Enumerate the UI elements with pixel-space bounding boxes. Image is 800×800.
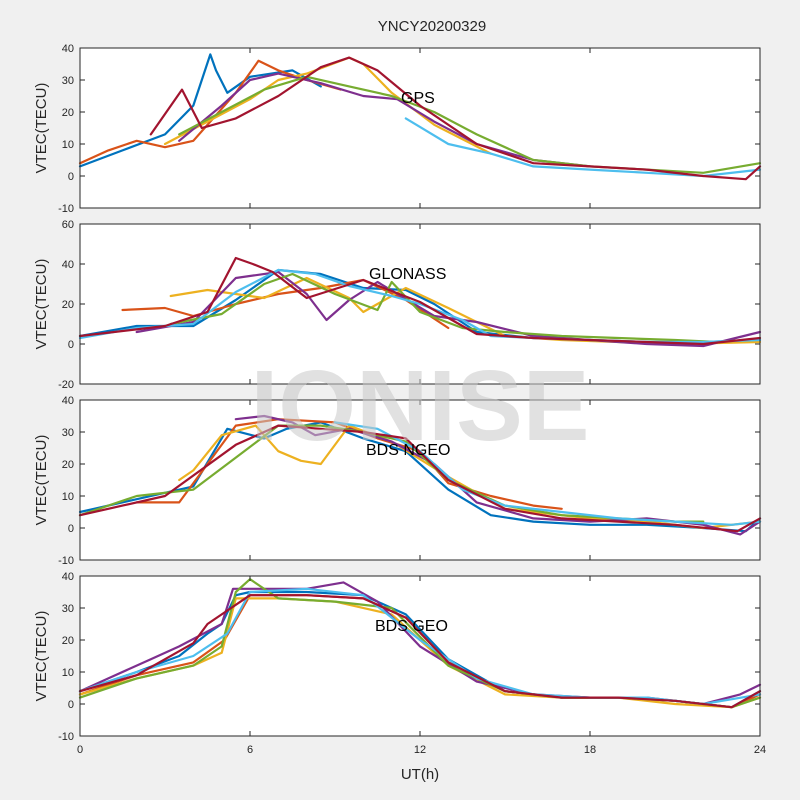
subplot-1: -10 0 10 20 30 40 VTEC(TECU) GPS	[33, 43, 762, 215]
y-axis-label: VTEC(TECU)	[33, 259, 50, 350]
panel-annotation: BDS NGEO	[366, 442, 450, 459]
y-axis-label: VTEC(TECU)	[33, 611, 50, 702]
y-tick-label: -10	[58, 555, 74, 567]
y-tick-label: 10	[62, 667, 74, 679]
y-tick-label: 40	[62, 259, 74, 271]
y-tick-label: 40	[62, 395, 74, 407]
y-tick-label: 0	[68, 523, 74, 535]
series-line-7	[78, 424, 762, 533]
panel-annotation: GLONASS	[369, 266, 446, 283]
y-tick-label: -20	[58, 379, 74, 391]
series-line-7	[149, 56, 762, 181]
y-tick-label: 40	[62, 43, 74, 55]
panel-annotation: BDS GEO	[375, 618, 448, 635]
series-line-7	[78, 256, 762, 346]
y-tick-label: 30	[62, 427, 74, 439]
x-tick-label: 0	[77, 744, 83, 756]
series-group	[78, 256, 762, 348]
y-tick-label: -10	[58, 731, 74, 743]
series-group	[78, 578, 762, 709]
y-tick-label: 20	[62, 299, 74, 311]
y-tick-label: 40	[62, 571, 74, 583]
series-line-4	[135, 270, 762, 348]
y-tick-label: 0	[68, 339, 74, 351]
series-line-3	[78, 597, 762, 709]
subplot-2: -20 0 20 40 60 VTEC(TECU) GLONASS	[33, 219, 762, 391]
figure-title: YNCY20200329	[378, 18, 486, 35]
y-tick-label: 30	[62, 603, 74, 615]
y-axis-label: VTEC(TECU)	[33, 83, 50, 174]
plot-area	[80, 400, 760, 560]
y-tick-label: 0	[68, 171, 74, 183]
series-line-7	[78, 594, 762, 709]
x-tick-label: 18	[584, 744, 596, 756]
series-group	[78, 53, 762, 181]
x-axis-label: UT(h)	[401, 766, 439, 783]
plot-area	[80, 576, 760, 736]
subplot-3: -10 0 10 20 30 40 VTEC(TECU) BDS NGEO	[33, 395, 762, 567]
y-tick-label: 10	[62, 491, 74, 503]
x-tick-label: 24	[754, 744, 766, 756]
y-tick-label: 60	[62, 219, 74, 231]
y-tick-label: 20	[62, 635, 74, 647]
x-tick-label: 6	[247, 744, 253, 756]
x-tick-label: 12	[414, 744, 426, 756]
series-line-2	[121, 278, 450, 330]
y-tick-label: -10	[58, 203, 74, 215]
series-group	[78, 414, 762, 536]
y-tick-label: 0	[68, 699, 74, 711]
watermark: IONISE	[251, 350, 590, 462]
y-tick-label: 30	[62, 75, 74, 87]
panel-annotation: GPS	[401, 90, 435, 107]
y-tick-label: 10	[62, 139, 74, 151]
y-axis-label: VTEC(TECU)	[33, 435, 50, 526]
y-tick-label: 20	[62, 107, 74, 119]
series-line-6	[333, 421, 762, 526]
y-tick-label: 20	[62, 459, 74, 471]
